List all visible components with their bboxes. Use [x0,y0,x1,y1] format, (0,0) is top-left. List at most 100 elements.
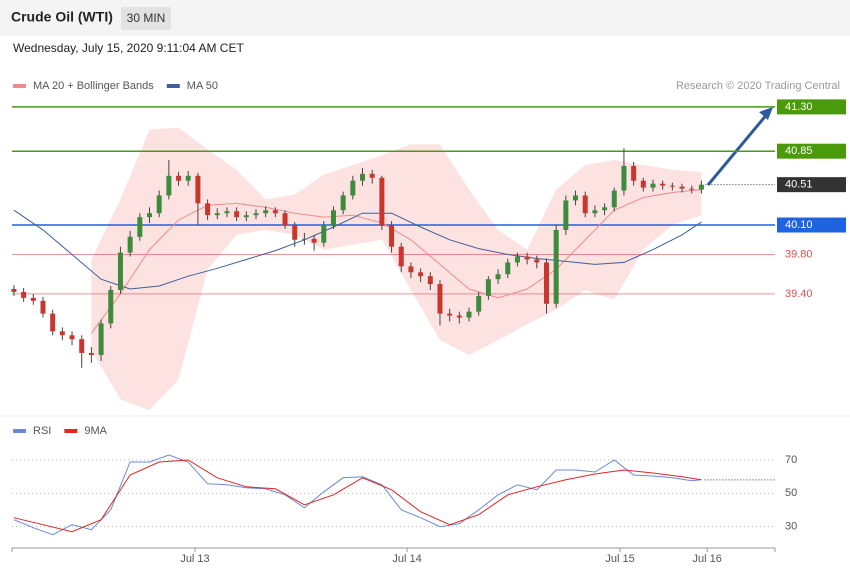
candle-body [398,246,404,267]
candle-body [369,173,375,178]
level-label: 39.40 [785,288,813,300]
projection-arrowhead [759,107,773,120]
candle-body [669,185,675,187]
candle-body [330,210,336,226]
level-box [777,99,846,115]
candle-body [698,184,704,190]
projection-arrow [706,112,770,186]
candle-body [379,177,385,226]
level-label: 39.80 [785,248,813,260]
candle-body [166,175,172,196]
legend-swatch [64,429,78,433]
level-label: 40.51 [785,179,813,191]
candle-body [108,289,114,324]
level-box [777,217,846,233]
candle-body [573,195,579,201]
legend-label: MA 50 [187,80,218,92]
interval-badge [121,7,171,30]
y-tick-label: 30 [785,521,797,533]
candle-body [11,289,17,292]
candle-body [611,190,617,208]
ma-line [90,189,702,334]
candle-body [418,272,424,277]
candle-body [602,207,608,211]
candle-body [689,188,695,190]
candle-body [253,213,259,216]
title: Crude Oil (WTI) [11,9,113,25]
timestamp: Wednesday, July 15, 2020 9:11:04 AM CET [13,41,244,55]
candle-body [582,195,588,214]
level-box [777,143,846,159]
candle-body [640,180,646,188]
candle-body [30,297,36,301]
candle-body [514,256,520,263]
x-tick-label: Jul 13 [180,553,209,565]
candle-body [427,276,433,285]
legend-label: 9MA [84,425,107,437]
candle-body [350,180,356,196]
candle-body [447,313,453,316]
candle-body [156,195,162,214]
candle-body [214,213,220,216]
candle-body [185,175,191,181]
candle-body [660,183,666,186]
y-tick-label: 70 [785,454,797,466]
candle-body [679,186,685,189]
candle-body [137,217,143,237]
level-label: 40.10 [785,219,813,231]
level-label: 41.30 [785,101,813,113]
level-label: 40.85 [785,145,813,157]
candle-body [340,195,346,211]
candle-body [263,210,269,214]
interval: 30 MIN [127,11,166,25]
ma-line [13,209,702,290]
candle-body [282,213,288,226]
candle-body [485,279,491,296]
credit: Research © 2020 Trading Central [676,80,840,92]
x-tick-label: Jul 16 [693,553,722,565]
candle-body [69,335,75,340]
candle-body [543,262,549,304]
candle-body [127,236,133,253]
candle-body [534,259,540,263]
candle-body [176,175,182,181]
candle-body [437,284,443,314]
candle-body [205,203,211,216]
candle-body [224,211,230,214]
x-tick-label: Jul 14 [392,553,421,565]
bollinger-band [91,127,702,411]
series-line [13,459,702,533]
candle-body [495,274,501,280]
candle-body [243,215,249,218]
legend-swatch [166,84,180,88]
series-line [13,454,702,536]
candle-body [553,229,559,304]
candle-body [360,173,366,181]
candle-body [195,175,201,204]
candle-body [272,210,278,214]
candle-body [505,262,511,275]
level-box [777,177,846,193]
candle-body [59,331,65,336]
candle-body [292,225,298,240]
legend-swatch [13,84,26,88]
candle-body [466,311,472,318]
legend-label: RSI [33,425,51,437]
candle-body [311,238,317,243]
x-tick-label: Jul 15 [605,553,634,565]
candle-body [389,225,395,247]
candle-body [456,315,462,318]
candle-body [21,291,27,298]
candle-body [321,225,327,243]
legend-swatch [13,429,26,433]
candle-body [234,211,240,218]
candle-body [146,213,152,218]
candle-body [631,165,637,181]
candle-body [563,200,569,230]
candle-body [301,238,307,240]
y-tick-label: 50 [785,487,797,499]
candle-body [117,252,123,290]
candle-body [79,339,85,353]
candle-body [592,210,598,214]
